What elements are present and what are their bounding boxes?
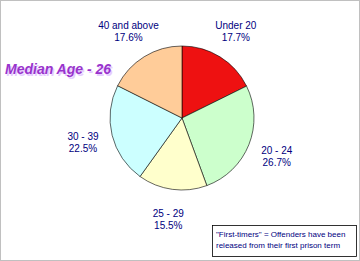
- category-label: 40 and above: [98, 20, 159, 31]
- note-line: released from their first prison term: [216, 241, 340, 250]
- note-box: [213, 226, 357, 257]
- data-label: 17.6%: [114, 32, 142, 43]
- data-label: 17.7%: [222, 32, 250, 43]
- category-label: Under 20: [215, 20, 257, 31]
- note: "First-timers" = Offenders have been rele…: [216, 230, 345, 250]
- slice-labels: Under 2017.7% 20 - 2426.7% 25 - 2915.5% 30 …: [67, 20, 292, 231]
- data-label: 26.7%: [263, 157, 291, 168]
- annotation: Median Age - 26: [5, 61, 111, 77]
- category-label: 20 - 24: [261, 145, 293, 156]
- frame: [1, 1, 360, 261]
- note-line: "First-timers" = Offenders have been: [216, 230, 345, 239]
- pie: [110, 46, 254, 190]
- pie-slice: [118, 46, 182, 118]
- category-label: 30 - 39: [67, 131, 99, 142]
- data-label: 22.5%: [69, 143, 97, 154]
- category-label: 25 - 29: [153, 208, 185, 219]
- data-label: 15.5%: [154, 220, 182, 231]
